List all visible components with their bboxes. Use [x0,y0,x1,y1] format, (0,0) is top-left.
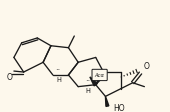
Text: ··: ·· [85,76,91,85]
Text: O: O [143,61,149,70]
FancyBboxPatch shape [92,70,107,81]
Text: HO: HO [113,103,125,112]
Polygon shape [96,73,105,85]
Text: Acα: Acα [95,73,105,78]
Polygon shape [105,97,109,106]
Polygon shape [90,77,97,86]
Text: H: H [56,76,61,82]
Text: H: H [86,87,90,93]
Text: ··: ·· [55,65,60,74]
Text: O: O [7,73,13,82]
